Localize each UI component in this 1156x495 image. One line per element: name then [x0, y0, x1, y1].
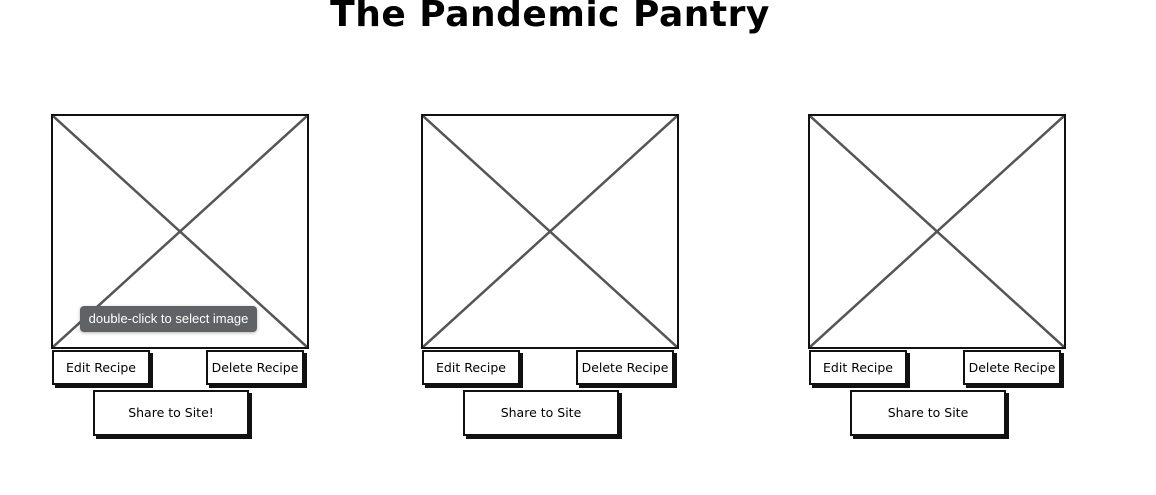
edit-recipe-button[interactable]: Edit Recipe: [422, 350, 520, 385]
share-to-site-button[interactable]: Share to Site: [463, 390, 619, 436]
recipe-image-placeholder[interactable]: double-click to select image: [51, 114, 309, 349]
recipe-card-3: Edit Recipe Delete Recipe Share to Site: [808, 114, 1066, 444]
delete-recipe-button[interactable]: Delete Recipe: [963, 350, 1061, 385]
image-placeholder-icon: [810, 116, 1064, 347]
recipe-image-placeholder[interactable]: [808, 114, 1066, 349]
delete-recipe-button[interactable]: Delete Recipe: [206, 350, 304, 385]
image-placeholder-icon: [423, 116, 677, 347]
select-image-tooltip: double-click to select image: [80, 306, 257, 332]
recipe-image-placeholder[interactable]: [421, 114, 679, 349]
recipe-card-2: Edit Recipe Delete Recipe Share to Site: [421, 114, 679, 444]
page-title: The Pandemic Pantry: [330, 0, 770, 35]
share-to-site-button[interactable]: Share to Site!: [93, 390, 249, 436]
recipe-card-1: double-click to select image Edit Recipe…: [51, 114, 309, 444]
delete-recipe-button[interactable]: Delete Recipe: [576, 350, 674, 385]
share-to-site-button[interactable]: Share to Site: [850, 390, 1006, 436]
edit-recipe-button[interactable]: Edit Recipe: [809, 350, 907, 385]
edit-recipe-button[interactable]: Edit Recipe: [52, 350, 150, 385]
